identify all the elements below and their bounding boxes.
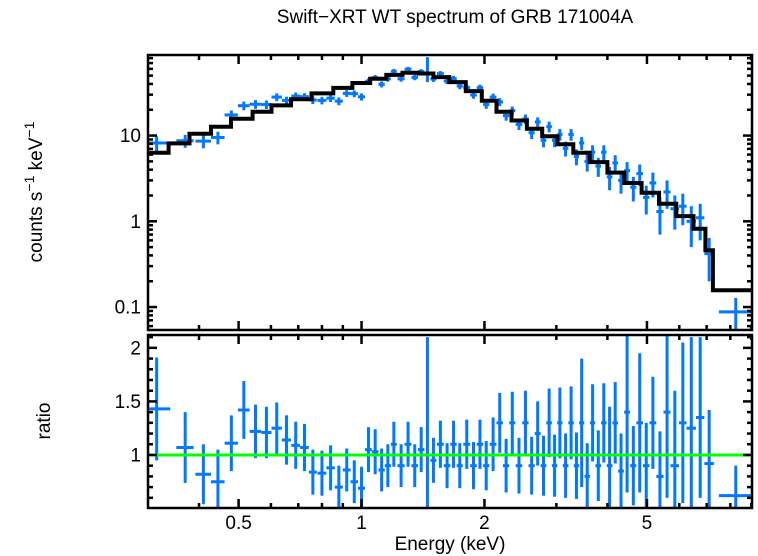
x-tick-label: 5 <box>642 513 653 534</box>
ratio-panel-frame <box>146 333 754 510</box>
counts-y-axis-label: counts s−1 keV−1 <box>21 121 47 262</box>
y-tick-label: 2 <box>130 338 141 359</box>
y-tick-label: 1 <box>130 445 141 466</box>
x-tick-label: 2 <box>479 513 490 534</box>
model-step-line <box>148 70 752 293</box>
spectrum-panel-frame <box>146 53 754 332</box>
x-tick-label: 1 <box>356 513 367 534</box>
y-tick-label: 1 <box>130 212 141 233</box>
tick-labels-layer: 0.5 1 2 5 0.1 1 10 1 1.5 2 <box>115 126 653 534</box>
axis-ticks-layer <box>148 55 753 508</box>
y-tick-label: 10 <box>120 126 141 147</box>
ratio-y-axis-label: ratio <box>34 403 55 440</box>
y-tick-label: 0.1 <box>115 298 141 319</box>
counts-y-axis-label-text: counts s−1 keV−1 <box>21 121 47 262</box>
x-axis-label: Energy (keV) <box>395 534 506 555</box>
ratio-data-layer <box>148 335 752 508</box>
x-tick-label: 0.5 <box>225 513 251 534</box>
model-line-layer <box>148 70 752 293</box>
figure-title: Swift−XRT WT spectrum of GRB 171004A <box>277 7 634 28</box>
y-tick-label: 1.5 <box>115 392 141 413</box>
